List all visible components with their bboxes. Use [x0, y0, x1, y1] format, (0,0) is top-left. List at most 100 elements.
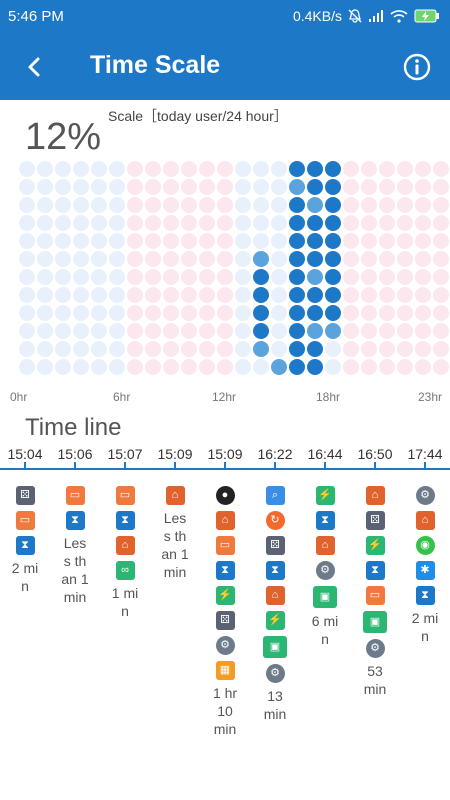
usage-dot	[145, 305, 161, 321]
usage-dot	[271, 251, 287, 267]
hourglass-icon[interactable]: ⧗	[215, 561, 235, 580]
timeline-title: Time line	[25, 414, 122, 441]
search-icon[interactable]: ⌕	[265, 486, 285, 505]
usage-dot	[19, 269, 35, 285]
network-speed: 0.4KB/s	[292, 8, 342, 24]
usage-dot	[235, 323, 251, 339]
shopping-bag-icon[interactable]: ▭	[215, 536, 235, 555]
hourglass-icon[interactable]: ⧗	[415, 586, 435, 605]
usage-dot	[217, 179, 233, 195]
home-icon[interactable]: ⌂	[415, 511, 435, 530]
usage-dot-active	[289, 359, 305, 375]
usage-dot	[271, 269, 287, 285]
usage-dot-active	[307, 161, 323, 177]
refresh-icon[interactable]: ↻	[265, 511, 285, 530]
usage-dot	[343, 359, 359, 375]
infinity-icon[interactable]: ∞	[115, 561, 135, 580]
shopping-bag-icon[interactable]: ▭	[65, 486, 85, 505]
wifi-icon	[390, 10, 408, 23]
usage-dot	[91, 287, 107, 303]
hourglass-icon[interactable]: ⧗	[15, 536, 35, 555]
gallery-icon[interactable]: ⚄	[365, 511, 385, 530]
hourglass-icon[interactable]: ⧗	[315, 511, 335, 530]
timeline-entry-icons: ▭ ⧗ ⌂ ∞	[115, 486, 135, 580]
usage-dot-active	[253, 269, 269, 285]
usage-dot-active	[325, 287, 341, 303]
settings-gear-icon[interactable]: ⚙	[265, 664, 285, 683]
security-shield-icon[interactable]: ⚡	[315, 486, 335, 505]
hourglass-icon[interactable]: ⧗	[365, 561, 385, 580]
hourglass-icon[interactable]: ⧗	[65, 511, 85, 530]
gallery-icon[interactable]: ⚄	[265, 536, 285, 555]
usage-dot-active	[325, 269, 341, 285]
usage-dot-active	[289, 179, 305, 195]
android-icon[interactable]: ▣	[313, 586, 337, 608]
settings-gear-icon[interactable]: ⚙	[365, 639, 385, 658]
info-icon[interactable]	[402, 52, 432, 82]
timeline-entry-icons: ⚡ ⧗ ⌂ ⚙ ▣	[313, 486, 337, 608]
usage-dot	[19, 323, 35, 339]
hourglass-icon[interactable]: ⧗	[265, 561, 285, 580]
shopping-bag-icon[interactable]: ▭	[365, 586, 385, 605]
back-arrow-icon[interactable]	[20, 52, 50, 82]
hourglass-icon[interactable]: ⧗	[115, 511, 135, 530]
settings-gear-icon[interactable]: ⚙	[415, 486, 435, 505]
usage-dot	[199, 215, 215, 231]
timeline-tick	[424, 462, 426, 468]
security-shield-icon[interactable]: ⚡	[365, 536, 385, 555]
usage-dot	[271, 233, 287, 249]
home-icon[interactable]: ⌂	[265, 586, 285, 605]
usage-dot	[91, 251, 107, 267]
home-icon[interactable]: ⌂	[215, 511, 235, 530]
timeline-entry-duration: 13 min	[263, 688, 287, 722]
home-icon[interactable]: ⌂	[365, 486, 385, 505]
usage-dot	[181, 341, 197, 357]
usage-dot	[91, 179, 107, 195]
usage-dot	[397, 341, 413, 357]
usage-dot	[433, 341, 449, 357]
timeline-entry-time: 16:22	[257, 446, 293, 462]
usage-dot	[343, 269, 359, 285]
usage-dot	[55, 215, 71, 231]
settings-gear-icon[interactable]: ⚙	[215, 636, 235, 655]
usage-dot	[19, 359, 35, 375]
usage-dot	[217, 269, 233, 285]
usage-dot	[91, 161, 107, 177]
security-shield-icon[interactable]: ⚡	[265, 611, 285, 630]
android-icon[interactable]: ▣	[363, 611, 387, 633]
usage-dot-grid	[19, 161, 449, 375]
usage-dot	[343, 287, 359, 303]
home-icon[interactable]: ⌂	[165, 486, 185, 505]
shopping-bag-icon[interactable]: ▭	[115, 486, 135, 505]
usage-dot	[37, 359, 53, 375]
usage-dot	[145, 251, 161, 267]
usage-dot	[361, 215, 377, 231]
calculator-icon[interactable]: ▦	[215, 661, 235, 680]
usage-dot-active	[325, 197, 341, 213]
wechat-icon[interactable]: ◉	[415, 536, 435, 555]
star-badge-icon[interactable]: ✱	[415, 561, 435, 580]
usage-dot	[91, 269, 107, 285]
usage-dot	[199, 287, 215, 303]
usage-dot	[163, 323, 179, 339]
usage-dot-active	[271, 359, 287, 375]
timeline-entry-time: 15:09	[157, 446, 193, 462]
usage-dot	[19, 251, 35, 267]
timeline-entry: 15:06 ▭ ⧗ Less than 1 min	[50, 446, 100, 606]
usage-dot	[379, 341, 395, 357]
usage-dot	[361, 161, 377, 177]
usage-dot	[37, 305, 53, 321]
home-icon[interactable]: ⌂	[115, 536, 135, 555]
shopping-bag-icon[interactable]: ▭	[15, 511, 35, 530]
security-shield-icon[interactable]: ⚡	[215, 586, 235, 605]
gallery-icon[interactable]: ⚄	[15, 486, 35, 505]
usage-dot	[415, 179, 431, 195]
penguin-icon[interactable]: ●	[215, 486, 235, 505]
usage-dot	[55, 179, 71, 195]
usage-dot	[271, 287, 287, 303]
settings-gear-icon[interactable]: ⚙	[315, 561, 335, 580]
home-icon[interactable]: ⌂	[315, 536, 335, 555]
usage-dot	[199, 269, 215, 285]
gallery-icon[interactable]: ⚄	[215, 611, 235, 630]
android-icon[interactable]: ▣	[263, 636, 287, 658]
